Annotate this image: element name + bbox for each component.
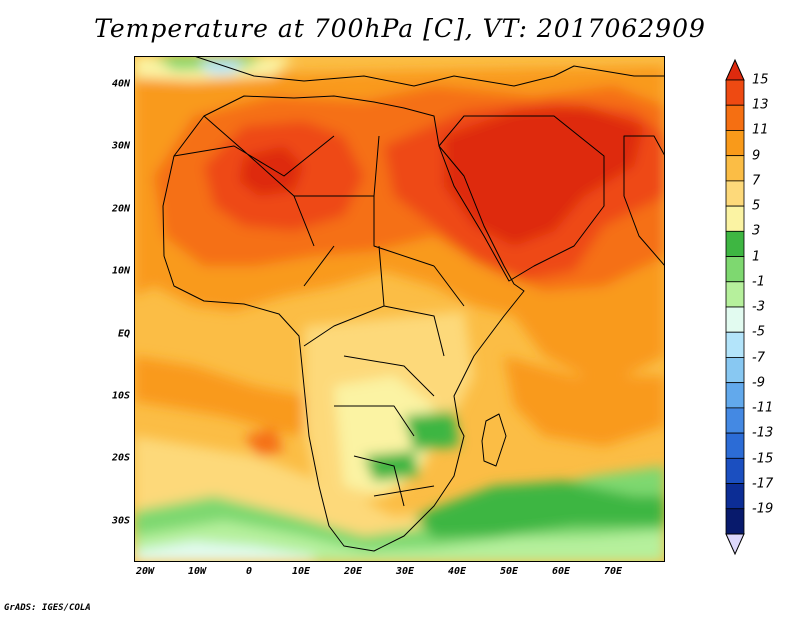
colorbar-label: 7 (752, 173, 761, 189)
lon-label-20w: 20W (135, 566, 155, 577)
colorbar-label: -13 (752, 425, 774, 441)
colorbar-box (725, 432, 745, 459)
coastline-borders (162, 56, 665, 552)
colorbar-bottom-arrow (725, 533, 745, 556)
temp-field-1c (364, 451, 419, 481)
colorbar-label: 9 (752, 148, 761, 164)
colorbar-label: -9 (752, 375, 765, 391)
colorbar-label: 3 (752, 223, 761, 239)
temp-field-15b (444, 106, 644, 246)
madagascar-coastline (481, 413, 507, 467)
colorbar-box (725, 130, 745, 157)
temp-field-9b (134, 356, 324, 436)
colorbar-box (725, 104, 745, 131)
colorbar-label: 5 (752, 198, 761, 214)
colorbar-box (725, 508, 745, 535)
colorbar-label: -19 (752, 501, 774, 517)
arabia-coastline (438, 115, 605, 282)
africa-coastline (162, 95, 525, 552)
colorbar-box (725, 256, 745, 283)
colorbar-label: 15 (752, 72, 769, 88)
india-coastline (623, 135, 665, 267)
chart-title: Temperature at 700hPa [C], VT: 201706290… (94, 14, 706, 43)
colorbar-label: -15 (752, 451, 774, 467)
temp-field-m3 (134, 541, 314, 562)
colorbar-label: -17 (752, 476, 774, 492)
lon-label-20e: 20E (343, 566, 363, 577)
colorbar-label: -1 (752, 274, 765, 290)
colorbar-box (725, 205, 745, 232)
colorbar-label: -11 (752, 400, 774, 416)
colorbar-box (725, 382, 745, 409)
colorbar-label: 1 (752, 249, 761, 265)
temperature-map (134, 56, 665, 562)
lon-label-0: 0 (245, 566, 253, 577)
lon-label-60e: 60E (551, 566, 571, 577)
colorbar (722, 58, 748, 556)
lon-label-50e: 50E (499, 566, 519, 577)
credit-text: GrADS: IGES/COLA (4, 603, 91, 613)
colorbar-box (725, 407, 745, 434)
colorbar-top-arrow (725, 58, 745, 81)
lon-label-10e: 10E (291, 566, 311, 577)
lon-label-30e: 30E (395, 566, 415, 577)
colorbar-label: -3 (752, 299, 765, 315)
lon-label-40e: 40E (447, 566, 467, 577)
colorbar-box (725, 483, 745, 510)
border-lines (173, 115, 465, 507)
map-frame (134, 56, 665, 562)
colorbar-label: -7 (752, 350, 765, 366)
temp-field-1b (404, 411, 459, 451)
colorbar-label: 11 (752, 122, 769, 138)
lat-label-40n: 40N (111, 78, 130, 90)
lat-label-30s: 30S (111, 515, 130, 527)
lat-label-20s: 20S (111, 452, 130, 464)
colorbar-box (725, 306, 745, 333)
colorbar-box (725, 457, 745, 484)
colorbar-box (725, 230, 745, 257)
lon-label-10w: 10W (187, 566, 207, 577)
temp-field-11b (244, 428, 284, 456)
europe-coastline (193, 56, 665, 87)
colorbar-box (725, 79, 745, 106)
lat-label-30n: 30N (111, 140, 130, 152)
colorbar-label: 13 (752, 97, 769, 113)
colorbar-box (725, 180, 745, 207)
lat-label-10s: 10S (111, 390, 130, 402)
lat-label-eq: EQ (117, 328, 130, 340)
colorbar-label: -5 (752, 324, 765, 340)
colorbar-box (725, 357, 745, 384)
lat-label-20n: 20N (111, 203, 130, 215)
colorbar-box (725, 155, 745, 182)
colorbar-box (725, 281, 745, 308)
temp-field-1 (414, 481, 665, 538)
lat-label-10n: 10N (111, 265, 130, 277)
temp-field-north-blue (199, 60, 244, 74)
temp-field-9c (504, 356, 665, 446)
colorbar-box (725, 331, 745, 358)
lon-label-70e: 70E (603, 566, 623, 577)
